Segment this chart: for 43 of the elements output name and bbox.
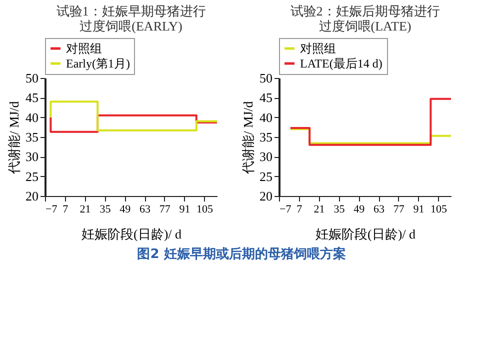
x-tick-label: −7 — [46, 204, 58, 216]
y-tick-label: 30 — [26, 149, 38, 164]
x-tick-label: 63 — [374, 204, 386, 216]
x-tick-label: 21 — [80, 204, 91, 216]
y-tick-label: 25 — [260, 168, 272, 184]
y-tick-label: 50 — [26, 70, 38, 86]
y-tick-label: 25 — [26, 168, 38, 184]
y-axis-title: 代谢能/ MJ/d — [6, 100, 22, 175]
y-tick-label: 45 — [26, 90, 38, 106]
x-axis-title: 妊娠阶段(日龄)/ d — [81, 226, 182, 242]
y-tick-label: 45 — [260, 90, 272, 106]
y-tick-label: 20 — [260, 188, 272, 204]
y-tick-label: 35 — [26, 130, 38, 144]
x-tick-label: 77 — [393, 204, 405, 216]
legend-label: 对照组 — [66, 42, 102, 56]
x-axis-title: 妊娠阶段(日龄)/ d — [315, 226, 416, 242]
chart-title: 试验2：妊娠后期母猪进行过度饲喂(LATE) — [290, 4, 440, 34]
x-tick-label: 35 — [334, 204, 346, 216]
x-tick-label: 77 — [159, 204, 171, 216]
y-tick-label: 40 — [26, 110, 38, 125]
x-tick-label: −7 — [280, 204, 292, 216]
x-tick-label: 91 — [413, 204, 424, 216]
x-tick-label: 105 — [196, 204, 214, 216]
y-axis-title: 代谢能/ MJ/d — [240, 100, 256, 175]
x-tick-label: 105 — [430, 204, 448, 216]
x-tick-label: 21 — [314, 204, 325, 216]
legend-label: LATE(最后14 d) — [300, 56, 382, 70]
legend-label: 对照组 — [300, 42, 336, 56]
x-tick-label: 35 — [100, 204, 112, 216]
y-tick-label: 35 — [260, 130, 272, 144]
caption: 图2 妊娠早期或后期的母猪饲喂方案 — [136, 246, 347, 263]
y-tick-label: 30 — [260, 149, 272, 164]
y-tick-label: 50 — [260, 70, 272, 86]
y-tick-label: 20 — [26, 188, 38, 204]
x-tick-label: 63 — [140, 204, 152, 216]
x-tick-label: 49 — [354, 204, 366, 216]
x-tick-label: 91 — [179, 204, 190, 216]
x-tick-label: 7 — [296, 204, 303, 216]
x-tick-label: 49 — [120, 204, 132, 216]
legend-label: Early(第1月) — [66, 56, 130, 70]
x-tick-label: 7 — [62, 204, 69, 216]
chart-title: 试验1：妊娠早期母猪进行过度饲喂(EARLY) — [56, 4, 206, 34]
y-tick-label: 40 — [260, 110, 272, 125]
